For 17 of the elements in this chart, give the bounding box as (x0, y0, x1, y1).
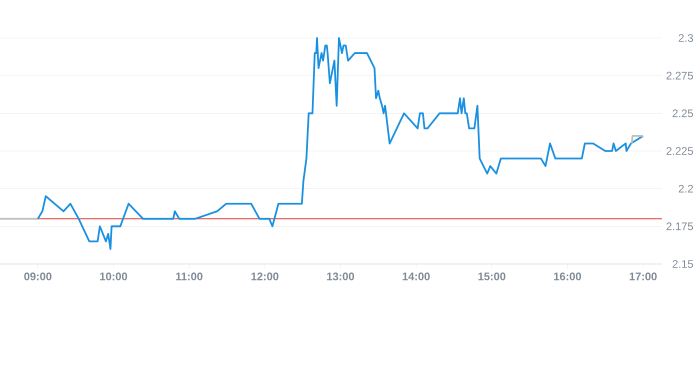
x-tick-label: 16:00 (554, 272, 582, 280)
y-tick-label: 2.3 (678, 34, 693, 42)
y-tick-label: 2.2 (678, 184, 693, 193)
x-tick-label: 13:00 (327, 272, 354, 280)
x-tick-label: 14:00 (402, 272, 430, 280)
y-tick-label: 2.275 (666, 72, 693, 80)
x-tick-label: 11:00 (176, 272, 202, 280)
x-tick-label: 09:00 (24, 272, 52, 280)
x-tick-label: 10:00 (100, 272, 128, 280)
line-series (36, 37, 644, 250)
y-tick-label: 2.15 (672, 260, 693, 268)
y-tick-label: 2.225 (666, 147, 693, 155)
y-tick-label: 2.25 (672, 109, 693, 118)
y-tick-label: 2.175 (666, 222, 693, 230)
x-tick-label: 15:00 (478, 272, 506, 280)
x-tick-label: 12:00 (251, 272, 278, 280)
x-tick-label: 17:00 (630, 272, 657, 280)
